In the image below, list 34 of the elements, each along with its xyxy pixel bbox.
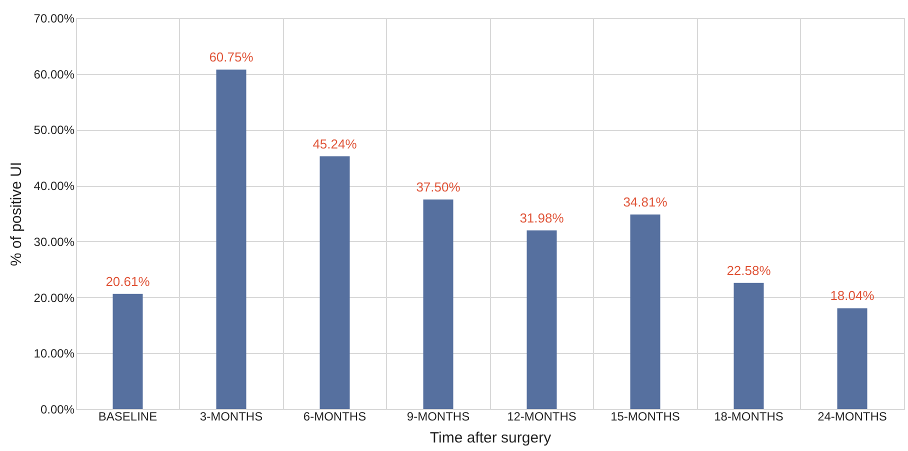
bar xyxy=(216,70,246,409)
data-label: 18.04% xyxy=(830,288,875,304)
bar xyxy=(734,282,764,409)
bar xyxy=(526,230,557,409)
data-label: 60.75% xyxy=(209,50,254,65)
y-tick-label: 40.00% xyxy=(34,179,75,194)
x-tick-label: BASELINE xyxy=(98,410,158,424)
x-tick-label: 9-MONTHS xyxy=(406,410,470,424)
data-label: 31.98% xyxy=(520,210,564,226)
x-axis-title: Time after surgery xyxy=(430,430,552,446)
data-label: 45.24% xyxy=(312,136,358,152)
y-tick-label: 0.00% xyxy=(40,402,75,416)
data-label: 22.58% xyxy=(726,262,772,278)
x-tick-label: 12-MONTHS xyxy=(507,410,576,424)
x-tick-label: 6-MONTHS xyxy=(303,410,366,424)
bar xyxy=(630,214,660,409)
y-tick-label: 10.00% xyxy=(34,346,75,361)
bar xyxy=(320,156,350,409)
bar xyxy=(423,200,454,409)
bar xyxy=(112,294,143,409)
data-label: 34.81% xyxy=(623,194,668,210)
y-tick-label: 30.00% xyxy=(34,234,75,249)
y-tick-label: 70.00% xyxy=(34,12,75,26)
data-label: 37.50% xyxy=(416,180,461,195)
y-axis-title: % of positive UI xyxy=(8,162,25,266)
y-tick-label: 50.00% xyxy=(34,123,75,138)
y-tick-label: 20.00% xyxy=(34,290,75,305)
bar xyxy=(837,308,868,409)
x-tick-label: 15-MONTHS xyxy=(610,410,680,424)
data-label: 20.61% xyxy=(106,274,150,289)
y-tick-label: 60.00% xyxy=(34,67,75,82)
x-tick-label: 18-MONTHS xyxy=(714,410,784,424)
x-tick-label: 24-MONTHS xyxy=(818,410,887,424)
x-tick-label: 3-MONTHS xyxy=(200,410,263,424)
